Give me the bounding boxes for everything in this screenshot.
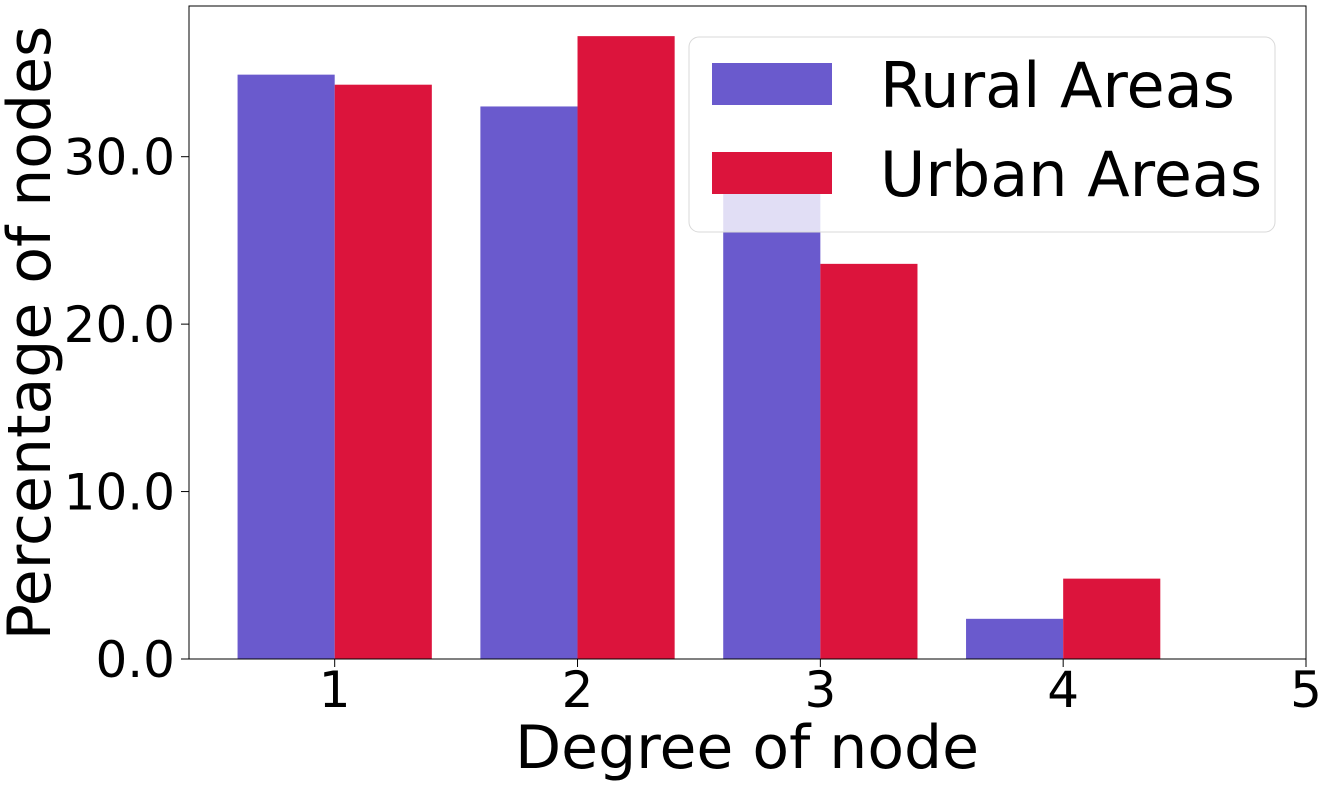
x-tick-label-3: 3 — [804, 661, 836, 719]
legend: Rural Areas Urban Areas — [688, 36, 1276, 233]
legend-box — [688, 36, 1276, 233]
plot-frame — [188, 5, 1307, 660]
legend-swatch-rural-areas — [712, 63, 832, 105]
y-tick-label-0.0: 0.0 — [95, 631, 175, 689]
legend-label-rural-areas: Rural Areas — [880, 49, 1235, 122]
y-tick-label-30.0: 30.0 — [64, 129, 175, 187]
x-axis-label: Degree of node — [515, 713, 979, 783]
bar-urban-areas-1 — [334, 84, 432, 659]
legend-swatch-urban-areas — [712, 152, 832, 194]
y-tick-label-10.0: 10.0 — [64, 464, 175, 522]
bars-layer — [237, 36, 1161, 659]
legend-label-urban-areas: Urban Areas — [880, 138, 1262, 211]
bar-rural-areas-3 — [723, 193, 821, 659]
bar-urban-areas-3 — [820, 263, 918, 659]
bar-rural-areas-2 — [480, 106, 578, 659]
bar-rural-areas-1 — [237, 74, 335, 659]
bar-urban-areas-2 — [577, 36, 675, 659]
x-tick-label-4: 4 — [1047, 661, 1079, 719]
bar-urban-areas-4 — [1063, 578, 1161, 659]
x-tick-label-1: 1 — [319, 661, 351, 719]
axes-layer: 1 2 3 4 5 0.0 10.0 20.0 30.0 — [64, 5, 1322, 719]
bar-rural-areas-4 — [966, 618, 1064, 659]
y-tick-label-20.0: 20.0 — [64, 296, 175, 354]
x-tick-label-2: 2 — [562, 661, 594, 719]
x-tick-label-5: 5 — [1290, 661, 1322, 719]
y-axis-label: Percentage of nodes — [0, 26, 65, 641]
